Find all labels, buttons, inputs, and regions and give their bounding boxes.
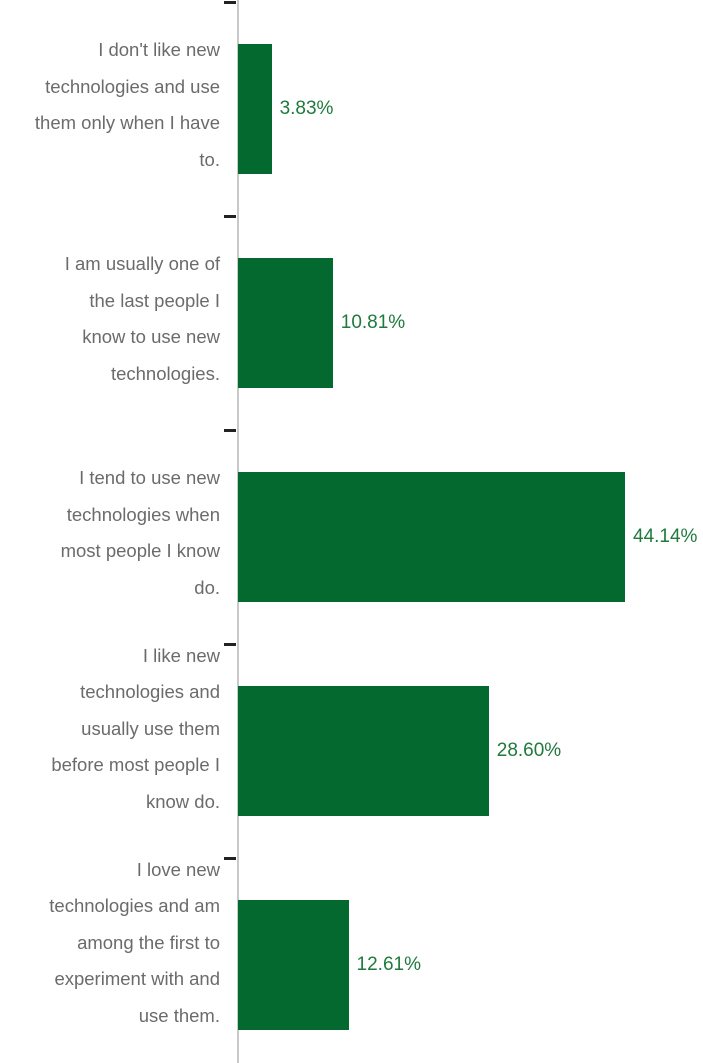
- category-label-line: I am usually one of: [64, 253, 220, 274]
- category-label-line: I tend to use new: [79, 467, 220, 488]
- category-label: I am usually one of the last people I know…: [0, 246, 220, 392]
- category-label-line: know to use new: [82, 326, 220, 347]
- category-label-line: usually use them: [81, 717, 220, 739]
- category-label-line: I don't like new: [98, 39, 220, 60]
- category-tick: [224, 643, 236, 646]
- bar-value-label: 28.60%: [496, 740, 562, 761]
- bar: [238, 258, 333, 388]
- category-label-line: them only when I have: [34, 112, 220, 133]
- category-label-line: I like new: [142, 644, 220, 666]
- bar: [238, 686, 489, 816]
- category-label-line: experiment with and: [54, 968, 220, 989]
- category-label-line: technologies.: [110, 362, 220, 384]
- category-label: I love new technologies and am among the f…: [0, 852, 220, 1035]
- category-tick: [224, 1, 236, 4]
- category-label-line: before most people I: [51, 754, 220, 775]
- bar-value-label: 10.81%: [340, 312, 406, 333]
- category-label-line: among the first to: [77, 931, 220, 953]
- category-label-line: technologies and use: [45, 75, 220, 97]
- category-label-line: technologies when: [66, 503, 220, 525]
- category-tick: [224, 429, 236, 432]
- category-label-line: technologies and: [80, 681, 220, 702]
- category-axis-line: [237, 0, 239, 1063]
- bar: [238, 472, 625, 602]
- category-label: I don't like new technologies and use them…: [0, 32, 220, 178]
- category-label-line: do.: [194, 576, 220, 598]
- bar-value-label: 12.61%: [356, 954, 421, 975]
- bar: [238, 900, 349, 1030]
- category-tick: [224, 215, 236, 218]
- category-tick: [224, 857, 236, 860]
- category-label: I tend to use new technologies when most p…: [0, 460, 220, 606]
- category-label-line: to.: [199, 148, 220, 170]
- category-label-line: use them.: [138, 1004, 220, 1026]
- category-label-line: the last people I: [89, 289, 220, 311]
- category-label-line: I love new: [136, 858, 220, 880]
- category-label-line: technologies and am: [49, 895, 220, 916]
- bar-value-label: 44.14%: [633, 526, 698, 547]
- category-label-line: know do.: [145, 790, 220, 812]
- bar-value-label: 3.83%: [279, 98, 334, 119]
- category-label: I like new technologies and usually use th…: [0, 638, 220, 821]
- bar: [238, 44, 272, 174]
- category-label-line: most people I know: [60, 540, 220, 561]
